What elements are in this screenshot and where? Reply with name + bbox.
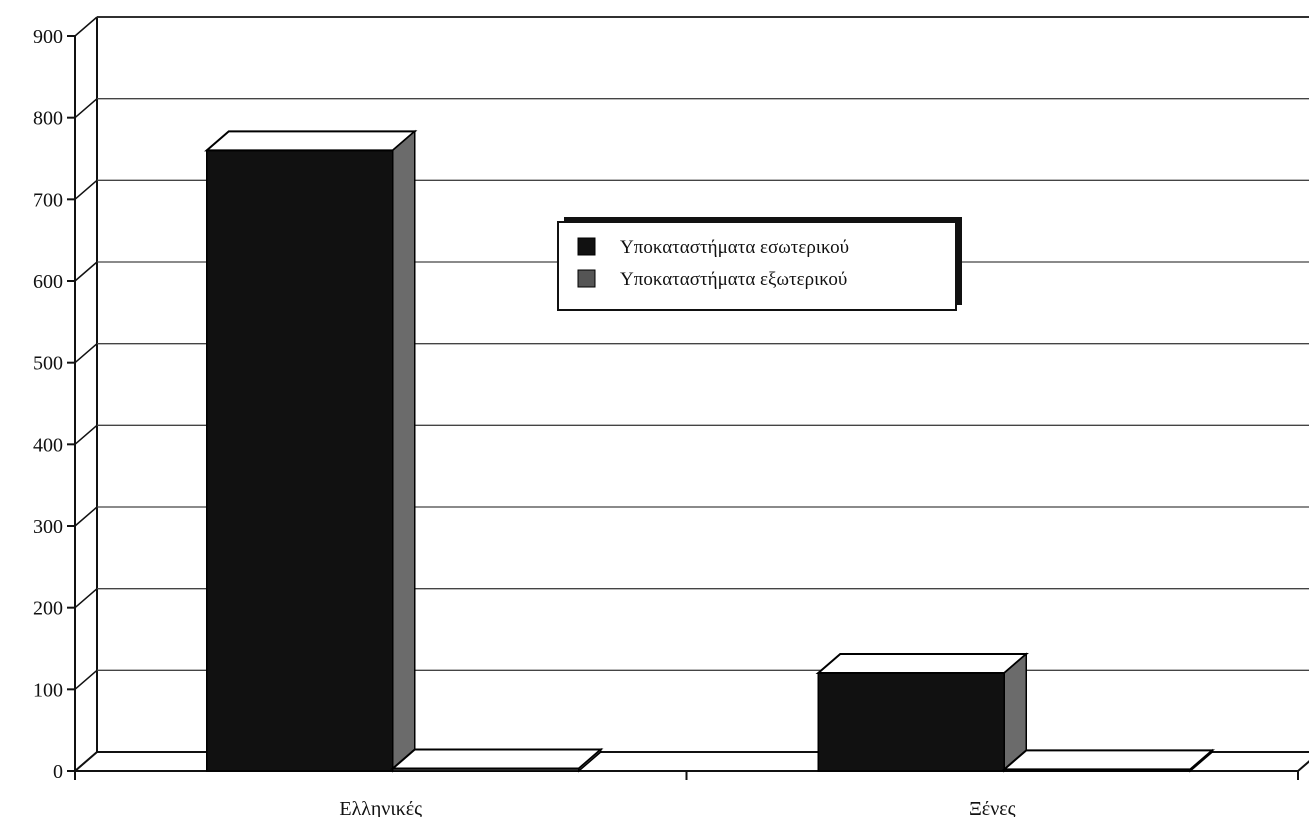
side-wall-gridline <box>74 16 98 37</box>
floor-right-edge <box>1297 760 1309 772</box>
side-wall-gridline <box>74 669 98 690</box>
bar-top <box>1001 749 1215 771</box>
legend-box <box>557 221 957 311</box>
bar-top <box>815 653 1029 674</box>
y-tick-label: 300 <box>33 516 63 538</box>
bar-side <box>1189 748 1213 773</box>
bar-front <box>817 672 1005 772</box>
side-wall-gridline <box>74 588 98 609</box>
bar-top <box>204 130 418 152</box>
y-tick-label: 900 <box>33 26 63 48</box>
side-wall-gridline <box>74 98 98 119</box>
legend-swatch <box>577 269 596 288</box>
bar-front <box>206 149 394 772</box>
x-category-label: Ελληνικές <box>339 798 422 817</box>
y-tick-label: 800 <box>33 108 63 130</box>
bar-side <box>392 129 416 773</box>
side-wall-gridline <box>74 424 98 445</box>
legend-label: Υποκαταστήματα εξωτερικού <box>620 269 847 290</box>
y-tick-label: 400 <box>33 434 63 456</box>
legend-label: Υποκαταστήματα εσωτερικού <box>620 237 849 258</box>
y-tick-label: 100 <box>33 679 63 701</box>
y-tick-label: 500 <box>33 353 63 375</box>
side-wall-gridline <box>74 506 98 527</box>
y-tick-label: 700 <box>33 189 63 211</box>
x-category-label: Ξένες <box>969 798 1016 817</box>
floor-left-edge <box>74 751 98 772</box>
side-wall-gridline <box>74 261 98 282</box>
bar-side <box>578 747 602 773</box>
bar-top <box>390 748 604 770</box>
side-wall-gridline <box>74 179 98 200</box>
side-wall-gridline <box>74 343 98 364</box>
y-tick-label: 600 <box>33 271 63 293</box>
legend-swatch <box>577 237 596 256</box>
y-tick-label: 200 <box>33 598 63 620</box>
y-tick-label: 0 <box>53 761 63 783</box>
